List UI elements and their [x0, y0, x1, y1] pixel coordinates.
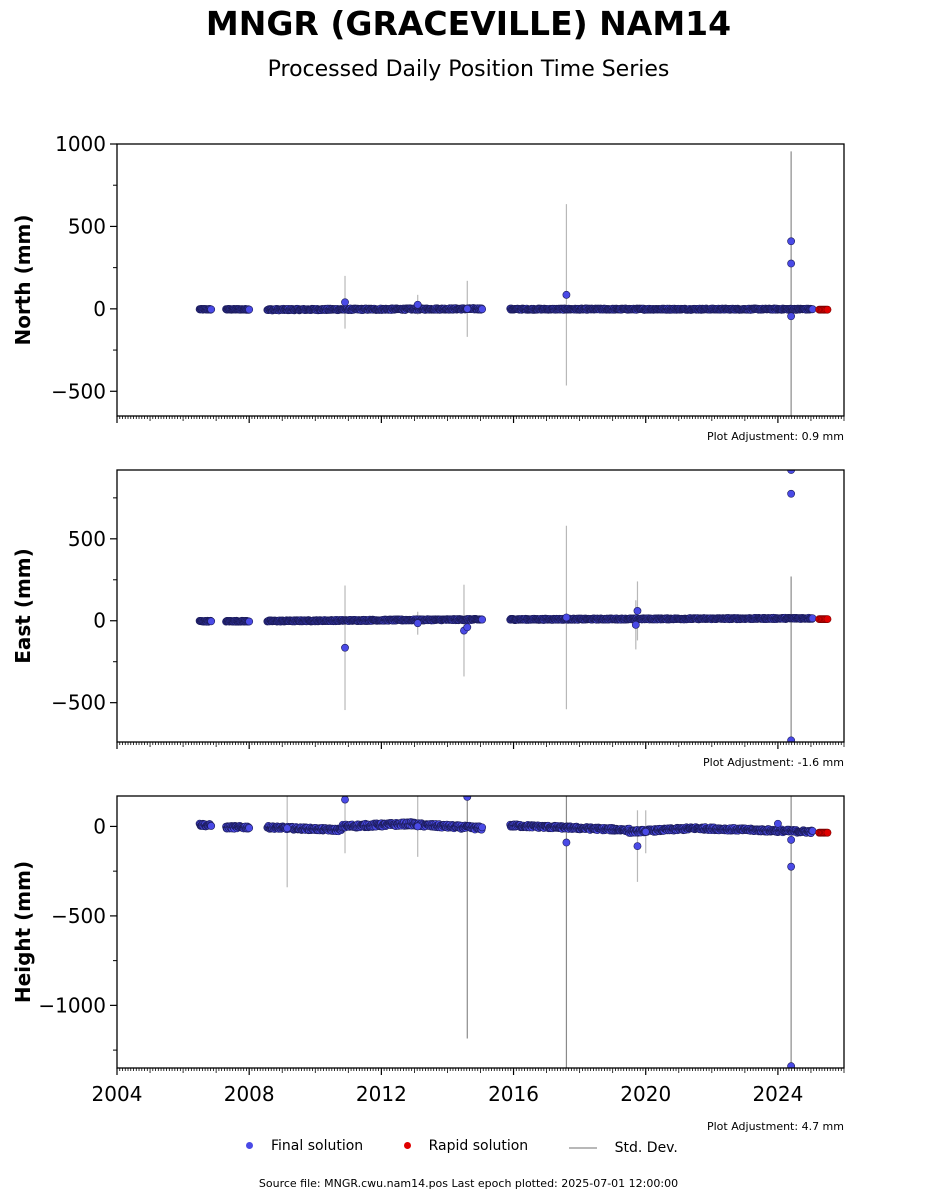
final-point — [245, 824, 254, 832]
axes-frame — [116, 143, 845, 417]
y-tick-label: −500 — [51, 691, 106, 715]
plot-adjustment-note: Plot Adjustment: 0.9 mm — [707, 430, 844, 443]
final-point — [341, 796, 349, 804]
final-point — [774, 819, 782, 828]
y-axis-label: North (mm) — [11, 214, 35, 345]
final-point — [787, 237, 796, 246]
y-axis-label: Height (mm) — [11, 861, 35, 1003]
y-tick-label: −500 — [51, 904, 106, 928]
x-tick-label: 2012 — [356, 1082, 407, 1106]
final-point — [283, 824, 292, 833]
x-tick-label: 2024 — [752, 1082, 803, 1106]
y-tick-label: 0 — [93, 814, 106, 838]
x-tick-label: 2008 — [224, 1082, 275, 1106]
final-point — [633, 607, 642, 615]
final-point — [413, 619, 422, 628]
final-point — [562, 838, 571, 847]
rapid-point — [823, 828, 832, 837]
y-axis-label: East (mm) — [11, 548, 35, 664]
page-title: MNGR (GRACEVILLE) NAM14 — [205, 4, 732, 43]
final-point — [413, 822, 422, 831]
final-point — [631, 620, 640, 629]
legend: Final solution Rapid solution Std. Dev. — [246, 1137, 714, 1156]
source-text: Source file: MNGR.cwu.nam14.pos Last epo… — [258, 1177, 679, 1190]
final-point — [787, 736, 796, 742]
final-point — [463, 304, 472, 313]
final-point — [562, 290, 571, 299]
final-point — [245, 617, 254, 626]
final-point — [787, 312, 796, 321]
final-point — [207, 305, 216, 314]
std-dev-marker — [568, 1147, 597, 1149]
final-point — [633, 842, 642, 851]
rapid-point — [823, 305, 832, 314]
final-point — [478, 305, 487, 314]
legend-std-label: Std. Dev. — [614, 1140, 678, 1156]
rapid-point — [823, 615, 832, 624]
x-tick-label: 2016 — [488, 1082, 539, 1106]
final-point — [341, 298, 349, 307]
final-point — [478, 615, 487, 624]
page-subtitle: Processed Daily Position Time Series — [267, 57, 670, 82]
rapid-solution-marker — [403, 1142, 411, 1149]
data-layer — [195, 470, 832, 742]
final-solution-marker — [246, 1142, 253, 1149]
axes-frame — [116, 795, 845, 1069]
final-point — [562, 613, 571, 622]
final-point — [787, 259, 796, 268]
legend-final-label: Final solution — [271, 1137, 364, 1154]
final-point — [787, 489, 796, 498]
final-point — [478, 823, 487, 832]
y-tick-label: 1000 — [55, 132, 106, 156]
data-layer — [195, 151, 832, 416]
legend-rapid-label: Rapid solution — [428, 1137, 529, 1154]
y-tick-label: −500 — [51, 379, 106, 403]
final-point — [787, 470, 796, 474]
final-point — [463, 796, 472, 801]
final-point — [413, 300, 422, 309]
y-tick-label: −1000 — [38, 993, 106, 1017]
legend-std: Std. Dev. — [568, 1140, 678, 1156]
final-point — [207, 822, 216, 830]
axes-frame — [116, 469, 845, 743]
final-point — [245, 305, 254, 314]
final-point — [808, 305, 817, 314]
final-point — [808, 827, 817, 835]
final-point — [787, 835, 796, 844]
legend-final: Final solution — [246, 1138, 363, 1154]
data-layer — [195, 796, 832, 1068]
legend-rapid: Rapid solution — [403, 1137, 529, 1154]
y-tick-label: 500 — [68, 527, 106, 551]
final-point — [787, 862, 796, 871]
final-point — [463, 623, 472, 632]
final-point — [641, 827, 650, 836]
panel-3: −1000 −500 0 2004 2008 2012 2016 2020 2024 Height… — [11, 795, 845, 1133]
y-tick-label: 0 — [93, 609, 106, 633]
x-tick-label: 2004 — [92, 1082, 143, 1106]
final-point — [341, 643, 349, 652]
final-point — [207, 617, 216, 626]
final-point — [808, 614, 817, 623]
panel-1: −500 0 500 1000 North (mm) Plot Adjustment: 0… — [11, 132, 845, 443]
panel-2: −500 0 500 East (mm) Plot Adjustment: -1.6 m… — [11, 469, 845, 769]
y-tick-label: 0 — [93, 297, 106, 321]
x-tick-label: 2020 — [620, 1082, 671, 1106]
plot-adjustment-note: Plot Adjustment: -1.6 mm — [703, 756, 844, 769]
plot-adjustment-note: Plot Adjustment: 4.7 mm — [707, 1120, 844, 1133]
y-tick-label: 500 — [68, 214, 106, 238]
